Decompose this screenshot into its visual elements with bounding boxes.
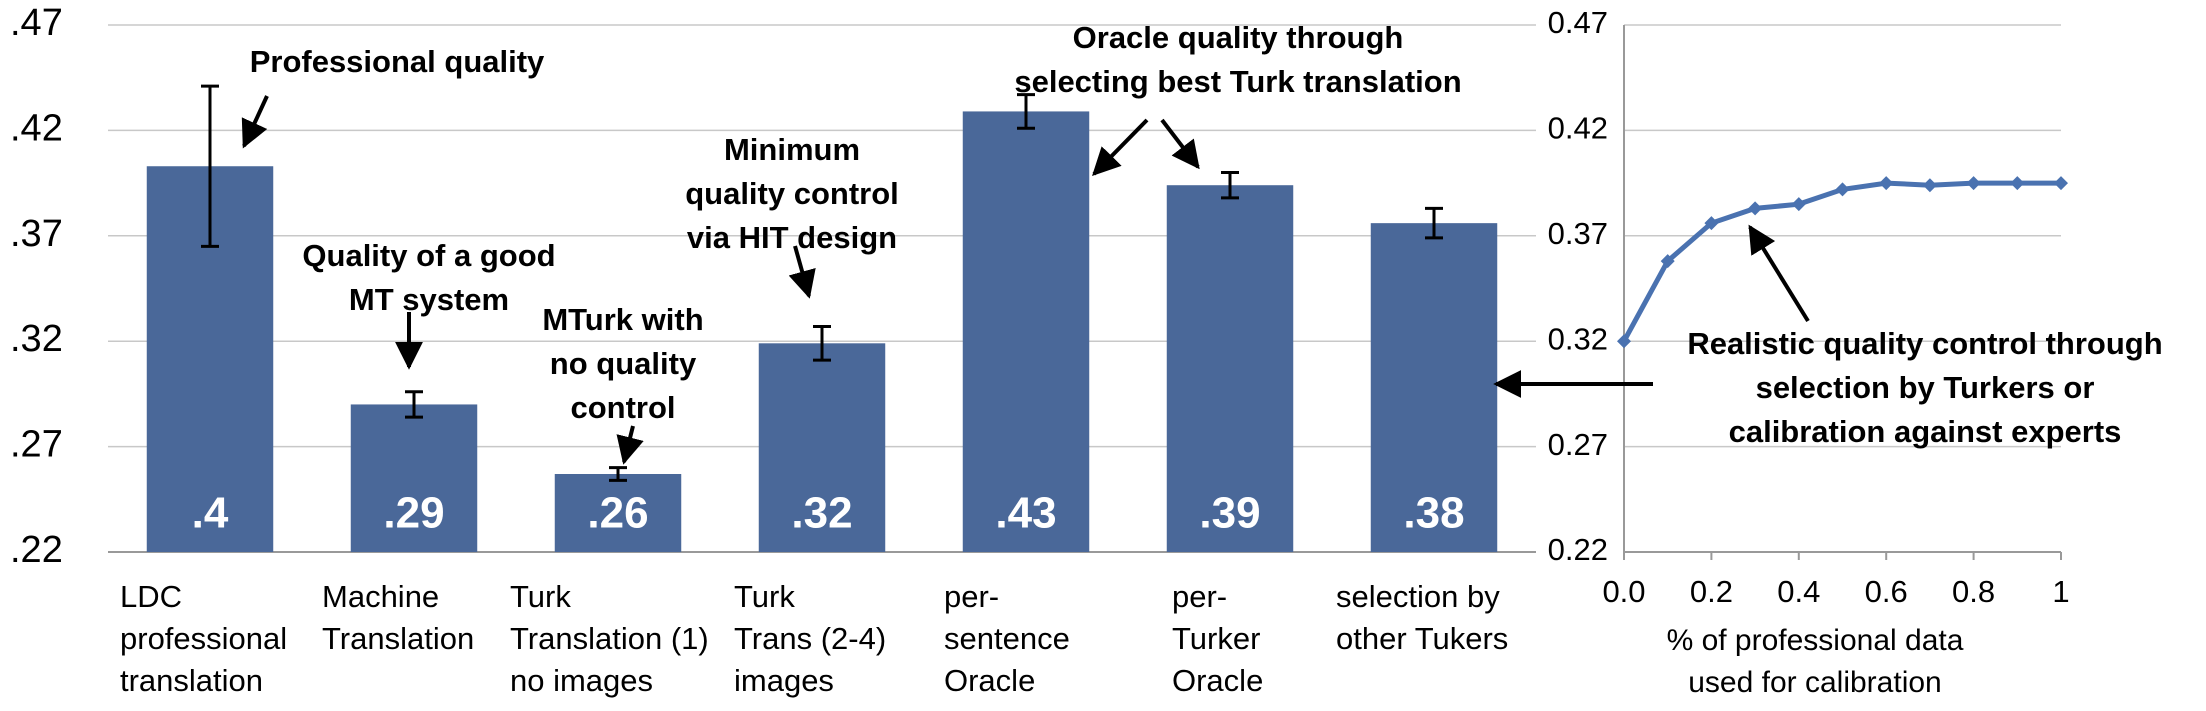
value-label: .43	[995, 489, 1056, 538]
x-tick-label: 1	[2052, 574, 2069, 609]
x-tick-label: 0.8	[1952, 574, 1995, 609]
marker	[1966, 176, 1981, 191]
marker	[1922, 178, 1937, 193]
annotation: Minimum quality control via HIT design	[685, 132, 899, 255]
y-tick-label: .47	[10, 2, 63, 44]
annotation: Realistic quality control through select…	[1687, 326, 2163, 449]
y-tick-label: 0.37	[1548, 216, 1608, 251]
y-tick-label: .37	[10, 213, 63, 255]
error-bar	[1425, 206, 1443, 240]
x-tick-label: per- sentence Oracle	[944, 579, 1070, 698]
marker	[1617, 334, 1631, 349]
y-tick-label: .27	[10, 424, 63, 466]
y-tick-label: 0.32	[1548, 321, 1608, 356]
error-bar	[1017, 93, 1035, 130]
annotation: Professional quality	[249, 44, 545, 79]
x-tick-label: per- Turker Oracle	[1172, 579, 1264, 698]
marker	[1791, 197, 1806, 212]
y-tick-label: .22	[10, 529, 63, 571]
marker	[1748, 201, 1763, 216]
marker	[1835, 182, 1850, 197]
arrow	[1092, 118, 1149, 176]
y-tick-label: 0.47	[1548, 5, 1608, 40]
bar	[758, 343, 886, 552]
arrows	[241, 95, 1810, 465]
bar	[962, 111, 1090, 552]
error-bar	[201, 84, 219, 248]
x-tick-label: Turk Translation (1) no images	[510, 579, 709, 698]
value-label: .38	[1403, 489, 1464, 538]
marker	[2010, 176, 2025, 191]
x-tick-label: 0.4	[1777, 574, 1820, 609]
arrow	[1748, 224, 1810, 323]
y-tick-label: 0.42	[1548, 111, 1608, 146]
error-bar	[1221, 171, 1239, 200]
annotation: MTurk with no quality control	[542, 302, 704, 425]
marker	[1704, 216, 1719, 231]
x-tick-label: 0.0	[1602, 574, 1645, 609]
arrow	[241, 95, 269, 149]
x-tick-label: Machine Translation	[322, 579, 475, 656]
x-tick-label: Turk Trans (2-4) images	[734, 579, 887, 698]
line	[1621, 180, 2061, 343]
value-label: .29	[383, 489, 444, 538]
x-tick-label: selection by other Tukers	[1336, 579, 1509, 656]
bar	[1370, 223, 1498, 553]
bar	[554, 474, 682, 552]
bar	[350, 404, 478, 552]
annotation: Quality of a good MT system	[302, 238, 556, 317]
marker	[1879, 176, 1894, 191]
arrow	[1160, 118, 1200, 170]
x-tick-label: LDC professional translation	[120, 579, 288, 698]
x-tick-label: 0.6	[1865, 574, 1908, 609]
arrow	[616, 425, 644, 465]
y-tick-label: .32	[10, 318, 63, 360]
bar	[1166, 185, 1294, 552]
value-label: .39	[1199, 489, 1260, 538]
x-axis-title: % of professional data used for calibrat…	[1666, 624, 1964, 699]
error-bar	[813, 324, 831, 362]
value-label: .26	[587, 489, 648, 538]
value-label: .4	[192, 489, 229, 538]
arrow	[788, 245, 816, 299]
error-bar	[405, 390, 423, 419]
y-tick-label: 0.22	[1548, 532, 1608, 567]
value-label: .32	[791, 489, 852, 538]
annotation: Oracle quality through selecting best Tu…	[1014, 20, 1462, 99]
x-tick-label: 0.2	[1690, 574, 1733, 609]
marker	[2054, 176, 2068, 191]
y-tick-label: 0.27	[1548, 427, 1608, 462]
y-tick-label: .42	[10, 107, 63, 149]
marker	[1660, 254, 1675, 269]
error-bar	[609, 466, 627, 482]
